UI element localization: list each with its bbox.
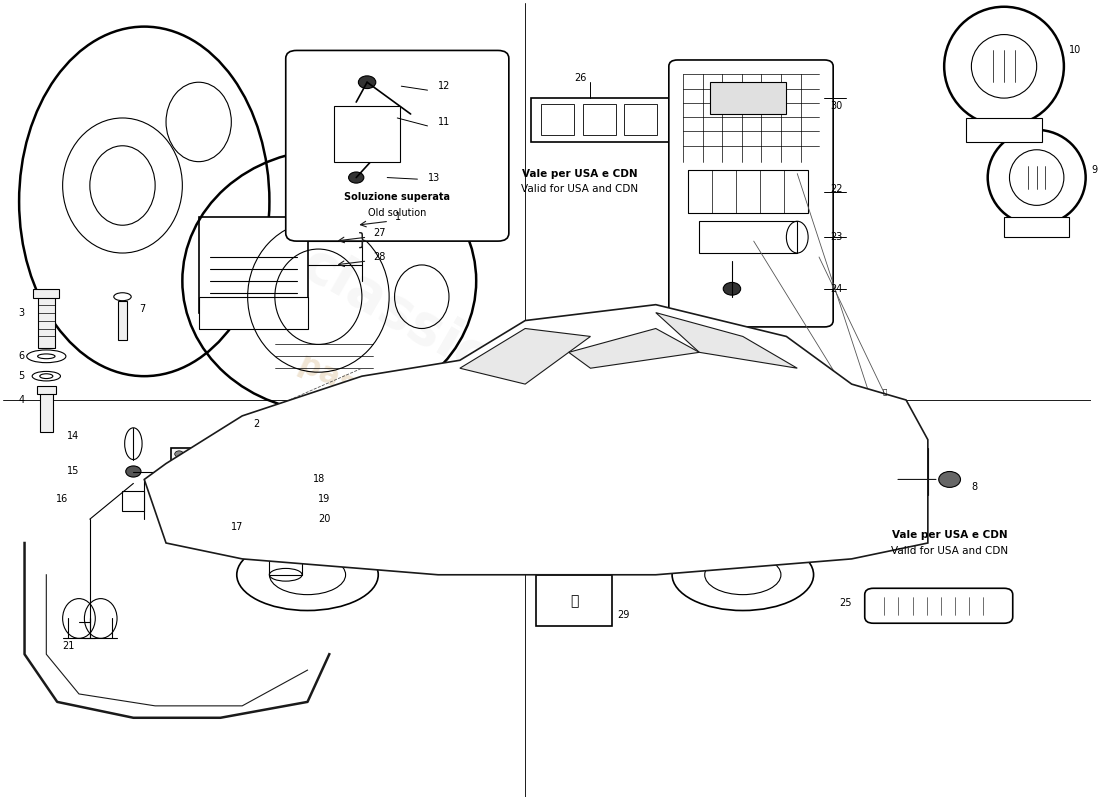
Ellipse shape (236, 539, 378, 610)
Bar (37, 297, 55, 348)
FancyBboxPatch shape (865, 588, 1013, 623)
Text: Valid for USA and CDN: Valid for USA and CDN (521, 185, 638, 194)
Ellipse shape (125, 466, 141, 477)
Text: 15: 15 (67, 466, 79, 477)
Bar (40, 388, 53, 432)
Text: 8: 8 (971, 482, 978, 492)
Ellipse shape (349, 172, 364, 183)
Text: Vale per USA e CDN: Vale per USA e CDN (521, 169, 637, 178)
Text: 2: 2 (253, 419, 260, 429)
Text: 11: 11 (438, 117, 450, 127)
FancyBboxPatch shape (669, 60, 833, 327)
Text: 9: 9 (1091, 165, 1097, 174)
Bar (177, 452, 225, 495)
Text: 22: 22 (829, 185, 843, 194)
Text: 23: 23 (829, 232, 843, 242)
Text: classicferrarishop1985: classicferrarishop1985 (540, 461, 815, 578)
Bar (536, 574, 613, 626)
Polygon shape (460, 329, 591, 384)
Text: Vale per USA e CDN: Vale per USA e CDN (892, 530, 1008, 540)
Ellipse shape (723, 282, 740, 295)
Bar (1004, 218, 1069, 237)
Bar (275, 495, 297, 519)
Bar (334, 106, 399, 162)
Text: 4: 4 (19, 395, 24, 405)
Bar (199, 297, 308, 329)
Text: Old solution: Old solution (368, 208, 427, 218)
Text: 26: 26 (574, 74, 586, 83)
Text: 🐎: 🐎 (882, 389, 887, 395)
Bar (623, 432, 650, 438)
Text: 27: 27 (373, 228, 385, 238)
Ellipse shape (175, 451, 184, 457)
Text: 18: 18 (312, 474, 326, 485)
Text: 5: 5 (19, 371, 24, 381)
Bar (624, 105, 657, 134)
Ellipse shape (359, 76, 376, 89)
Text: classicferrarishop: classicferrarishop (292, 237, 802, 563)
Ellipse shape (672, 539, 814, 610)
Text: 16: 16 (56, 494, 68, 504)
Bar (199, 218, 308, 313)
Bar (36, 386, 56, 394)
Bar (966, 118, 1042, 142)
Text: 3: 3 (19, 308, 24, 318)
Text: }: } (356, 232, 367, 250)
Text: 21: 21 (62, 642, 75, 651)
Text: 1: 1 (395, 212, 400, 222)
Text: 30: 30 (829, 101, 843, 111)
Text: Soluzione superata: Soluzione superata (344, 193, 450, 202)
Text: 12: 12 (438, 81, 450, 91)
Text: 17: 17 (231, 522, 244, 532)
Text: 🐎: 🐎 (570, 594, 579, 608)
Bar (122, 491, 144, 511)
Ellipse shape (938, 471, 960, 487)
Bar (711, 82, 786, 114)
Bar (270, 535, 302, 574)
Bar (33, 289, 59, 298)
Polygon shape (569, 329, 700, 368)
Text: 29: 29 (618, 610, 630, 619)
Polygon shape (144, 305, 927, 574)
Text: 28: 28 (373, 252, 385, 262)
Ellipse shape (221, 451, 230, 457)
FancyBboxPatch shape (286, 50, 509, 241)
Text: 1985: 1985 (446, 424, 649, 566)
Bar (172, 448, 231, 499)
Bar (700, 222, 798, 253)
Bar (530, 98, 672, 142)
Text: 20: 20 (318, 514, 331, 524)
Text: Valid for USA and CDN: Valid for USA and CDN (891, 546, 1009, 556)
Text: 10: 10 (1069, 46, 1081, 55)
Text: passion motori: passion motori (294, 349, 539, 483)
Text: 19: 19 (318, 494, 331, 504)
Bar (197, 518, 222, 537)
Text: 14: 14 (67, 430, 79, 441)
Bar (541, 105, 574, 134)
Text: 6: 6 (19, 351, 24, 362)
Text: 25: 25 (839, 598, 851, 607)
Bar (689, 170, 808, 214)
Text: 13: 13 (428, 173, 440, 182)
Text: 7: 7 (139, 304, 145, 314)
Bar (583, 105, 616, 134)
Polygon shape (656, 313, 798, 368)
Text: 24: 24 (829, 284, 843, 294)
Bar (118, 301, 127, 341)
